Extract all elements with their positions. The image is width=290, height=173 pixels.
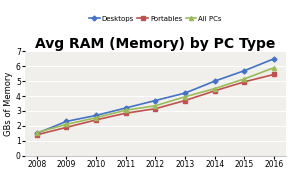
Desktops — [183, 92, 187, 94]
All PCs — [243, 78, 246, 80]
Line: Desktops: Desktops — [35, 57, 276, 135]
Title: Avg RAM (Memory) by PC Type: Avg RAM (Memory) by PC Type — [35, 37, 276, 51]
Portables — [243, 81, 246, 83]
Desktops — [35, 132, 39, 134]
Portables — [213, 90, 216, 92]
Portables — [35, 134, 39, 136]
Portables — [65, 126, 68, 128]
Line: All PCs: All PCs — [35, 66, 276, 135]
All PCs — [183, 96, 187, 98]
Portables — [272, 73, 276, 75]
All PCs — [272, 67, 276, 69]
Desktops — [124, 107, 128, 109]
Portables — [183, 99, 187, 102]
Desktops — [94, 114, 98, 116]
Desktops — [272, 58, 276, 60]
Y-axis label: GBs of Memory: GBs of Memory — [4, 71, 13, 136]
All PCs — [65, 123, 68, 125]
Line: Portables: Portables — [35, 73, 276, 136]
Legend: Desktops, Portables, All PCs: Desktops, Portables, All PCs — [88, 15, 222, 22]
All PCs — [94, 117, 98, 119]
Desktops — [65, 120, 68, 122]
Desktops — [154, 99, 157, 102]
Portables — [94, 119, 98, 121]
All PCs — [124, 109, 128, 111]
Portables — [154, 108, 157, 110]
All PCs — [35, 131, 39, 134]
Desktops — [243, 70, 246, 72]
All PCs — [154, 105, 157, 107]
Portables — [124, 112, 128, 114]
Desktops — [213, 80, 216, 82]
All PCs — [213, 88, 216, 90]
